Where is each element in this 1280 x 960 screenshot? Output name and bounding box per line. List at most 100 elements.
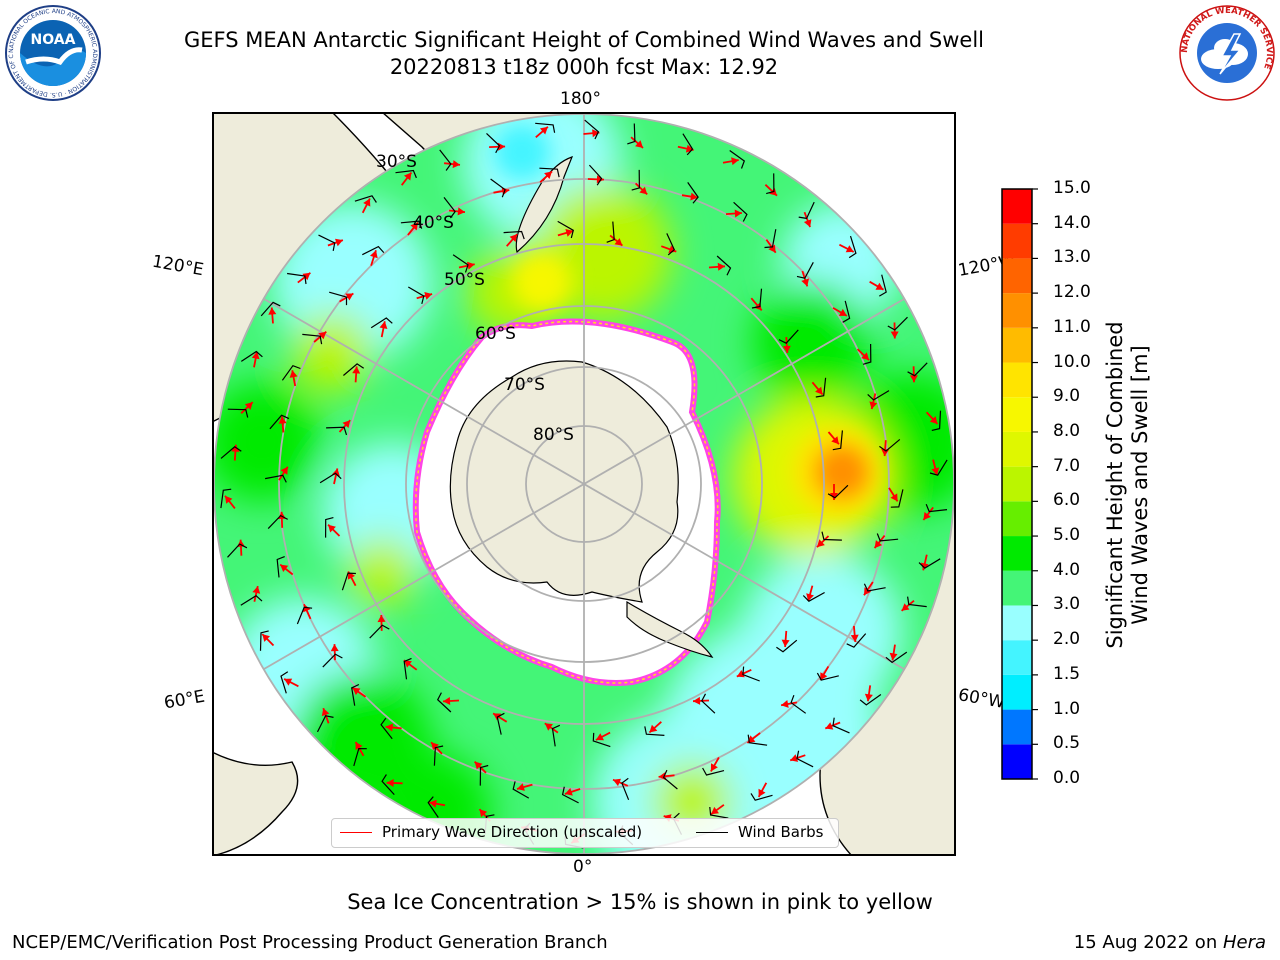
wave-direction-arrowhead (352, 366, 361, 374)
wave-direction-arrowhead (280, 564, 289, 572)
wind-barb (584, 119, 600, 140)
chart-subtitle: 20220813 t18z 000h fcst Max: 12.92 (389, 55, 779, 79)
wave-direction-arrowhead (869, 401, 878, 410)
wave-direction-arrowhead (268, 307, 277, 315)
wave-direction-arrowhead (790, 754, 799, 762)
wave-direction-arrowhead (909, 375, 918, 383)
lat-label-30s: 30°S (376, 152, 417, 172)
wind-barb (269, 414, 290, 430)
wave-direction-arrowhead (592, 129, 600, 138)
wave-direction-arrowhead (452, 160, 460, 169)
wave-direction-arrowhead (693, 696, 701, 705)
wave-direction-arrowhead (595, 733, 604, 741)
wind-barb (702, 767, 725, 776)
wind-barb (778, 329, 799, 344)
footer-machine: Hera (1222, 932, 1266, 953)
wave-direction-arrowhead (303, 604, 311, 613)
wave-direction-arrowhead (890, 493, 898, 502)
wave-direction-arrowhead (289, 370, 298, 378)
colorbar-bin-10 (1002, 397, 1032, 432)
wave-direction-arrowhead (404, 172, 412, 181)
wind-barb (887, 316, 908, 331)
wind-barb (329, 291, 348, 306)
wind-barb (267, 514, 288, 530)
wave-direction-arrowhead (850, 634, 859, 642)
wind-barb (907, 596, 927, 608)
wave-direction-arrowhead (379, 321, 388, 329)
wind-barb (319, 472, 342, 484)
wave-direction-arrowhead (820, 672, 828, 681)
lat-label-40s: 40°S (413, 213, 454, 233)
wind-barb (687, 182, 699, 204)
wind-barb (821, 531, 842, 541)
colorbar-tick-label: 10.0 (1053, 351, 1091, 372)
wave-direction-arrowhead (377, 615, 386, 623)
wave-direction-arrowhead (920, 562, 929, 571)
lat-label-70s: 70°S (504, 375, 545, 395)
wind-barb (859, 694, 882, 706)
wave-direction-arrowhead (613, 778, 621, 787)
wave-direction-arrowhead (861, 352, 870, 361)
wind-barb (427, 796, 439, 818)
wind-barb (832, 430, 843, 451)
wave-direction-arrowhead (806, 593, 814, 602)
colorbar-tick-label: 8.0 (1053, 420, 1081, 441)
colorbar-label-line1: Significant Height of Combined (1103, 321, 1127, 649)
wind-barb (395, 169, 417, 179)
wind-barb (890, 489, 904, 508)
colorbar-bin-15 (1002, 223, 1032, 259)
wave-direction-arrowhead (540, 126, 548, 135)
lon-label-120e: 120°E (150, 251, 206, 281)
wave-direction-arrowhead (564, 788, 573, 796)
wind-barb (287, 272, 307, 285)
wave-direction-arrowhead (838, 308, 847, 316)
colorbar-tick-label: 7.0 (1053, 455, 1081, 476)
wind-barb (325, 517, 334, 538)
wind-barb (369, 624, 390, 639)
wave-direction-arrowhead (717, 262, 725, 271)
wave-direction-arrowhead (929, 416, 938, 424)
wave-direction-arrowhead (509, 234, 518, 242)
colorbar-bin-7 (1002, 501, 1032, 537)
wind-barb (260, 301, 281, 317)
wind-barb (439, 149, 452, 171)
wind-barb (790, 694, 807, 714)
wind-barb (631, 169, 641, 191)
wave-direction-arrowhead (403, 660, 412, 668)
wind-barb (863, 583, 886, 592)
wind-barb (592, 732, 611, 748)
colorbar-bin-5 (1002, 570, 1032, 606)
lon-label-0: 0° (573, 857, 593, 877)
wave-direction-arrowhead (768, 244, 776, 253)
wave-direction-arrowhead (736, 670, 745, 678)
wind-barb (326, 426, 348, 436)
wind-barb (876, 533, 899, 542)
wave-direction-arrowhead (825, 722, 834, 730)
wind-barb (433, 745, 444, 766)
wind-barb (539, 167, 560, 178)
colorbar-tick-label: 6.0 (1053, 490, 1081, 511)
wave-direction-arrowhead (874, 540, 883, 549)
wave-direction-arrowhead (363, 198, 371, 207)
wave-direction-arrowhead (889, 652, 898, 661)
colorbar-label: Significant Height of Combined Wind Wave… (1103, 275, 1153, 695)
wind-barb (512, 781, 530, 799)
colorbar-tick-label: 14.0 (1053, 212, 1091, 233)
wave-direction-arrowhead (635, 140, 643, 148)
colorbar-tick-label: 12.0 (1053, 282, 1091, 303)
wind-barb (832, 717, 850, 734)
colorbar-tick-label: 4.0 (1053, 559, 1081, 580)
wind-barb (280, 671, 289, 694)
wave-direction-arrowhead (782, 345, 791, 353)
wave-direction-arrowhead (497, 142, 506, 151)
wave-direction-arrowhead (424, 292, 433, 300)
wind-barb (750, 793, 773, 801)
wind-barb (259, 630, 269, 651)
wind-barb (907, 362, 928, 377)
wind-barb (742, 666, 760, 682)
wind-barb (796, 750, 814, 768)
wind-barb (666, 233, 676, 256)
nws-logo-icon: NATIONAL WEATHER SERVICE (1179, 5, 1275, 101)
wave-direction-arrowhead (710, 763, 718, 772)
wind-barb (496, 712, 505, 735)
